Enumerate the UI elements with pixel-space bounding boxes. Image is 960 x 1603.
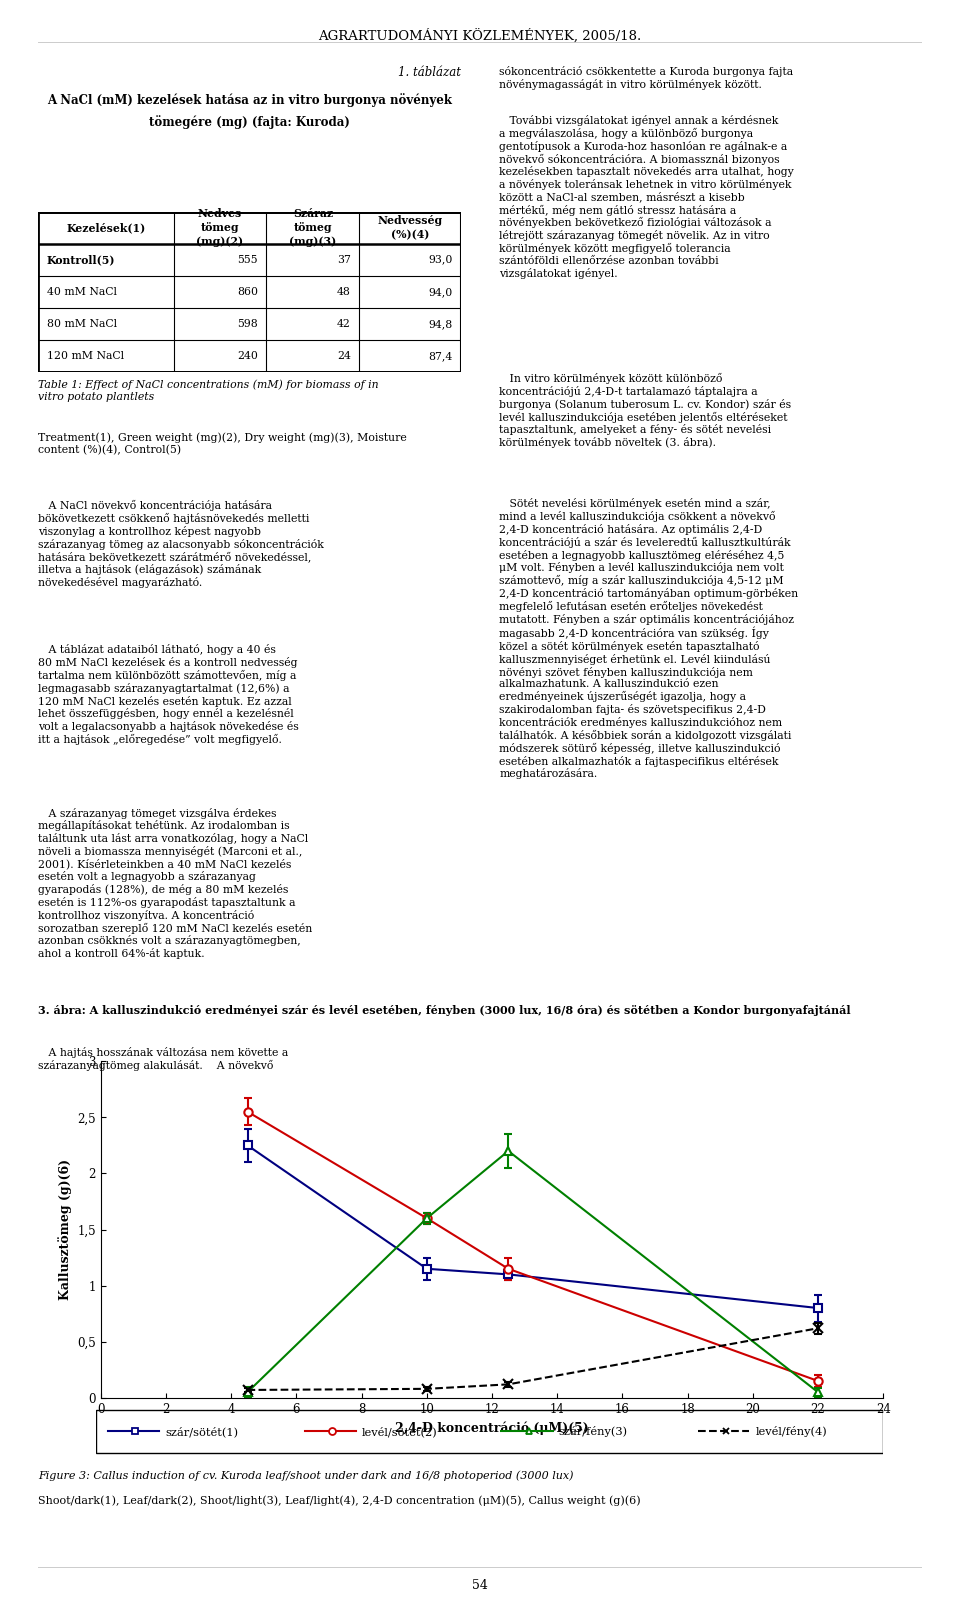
Text: AGRARTUDOMÁNYI KÖZLEMÉNYEK, 2005/18.: AGRARTUDOMÁNYI KÖZLEMÉNYEK, 2005/18. [319,29,641,43]
Text: A hajtás hosszának változása nem követte a
szárazanyagtömeg alakulását.    A növ: A hajtás hosszának változása nem követte… [38,1047,289,1071]
Text: Száraz
tömeg
(mg)(3): Száraz tömeg (mg)(3) [289,208,337,247]
Text: levél/fény(4): levél/fény(4) [756,1427,828,1436]
Text: Nedvesség
(%)(4): Nedvesség (%)(4) [377,215,443,240]
Text: 120 mM NaCl: 120 mM NaCl [47,351,124,361]
Text: Shoot/dark(1), Leaf/dark(2), Shoot/light(3), Leaf/light(4), 2,4-D concentration : Shoot/dark(1), Leaf/dark(2), Shoot/light… [38,1496,641,1507]
Text: tömegére (mg) (fajta: Kuroda): tömegére (mg) (fajta: Kuroda) [149,115,350,130]
Text: Table 1: Effect of NaCl concentrations (mM) for biomass of in
vitro potato plant: Table 1: Effect of NaCl concentrations (… [38,380,379,402]
Text: 3. ábra: A kalluszindukció eredményei szár és levél esetében, fényben (3000 lux,: 3. ábra: A kalluszindukció eredményei sz… [38,1005,851,1016]
Text: Kezelések(1): Kezelések(1) [66,223,146,232]
Text: 93,0: 93,0 [428,255,452,264]
Text: 1. táblázat: 1. táblázat [397,66,461,79]
Text: szár/fény(3): szár/fény(3) [559,1427,628,1436]
Text: További vizsgálatokat igényel annak a kérdésnek
a megválaszolása, hogy a különbö: További vizsgálatokat igényel annak a ké… [499,115,794,279]
Text: A táblázat adataiból látható, hogy a 40 és
80 mM NaCl kezelések és a kontroll ne: A táblázat adataiból látható, hogy a 40 … [38,644,300,745]
X-axis label: 2,4-D koncentráció (μM)(5): 2,4-D koncentráció (μM)(5) [396,1422,588,1435]
Text: 40 mM NaCl: 40 mM NaCl [47,287,117,297]
Text: Sötét nevelési körülmények esetén mind a szár,
mind a levél kalluszindukciója cs: Sötét nevelési körülmények esetén mind a… [499,499,799,779]
Y-axis label: Kallusztömeg (g)(6): Kallusztömeg (g)(6) [58,1159,72,1300]
Text: Kontroll(5): Kontroll(5) [47,255,115,264]
Text: szár/sötét(1): szár/sötét(1) [165,1427,238,1436]
Text: 37: 37 [337,255,351,264]
Text: 860: 860 [237,287,258,297]
Text: 598: 598 [237,319,258,329]
Text: Nedves
tömeg
(mg)(2): Nedves tömeg (mg)(2) [197,208,244,247]
Text: A NaCl (mM) kezelések hatása az in vitro burgonya növények: A NaCl (mM) kezelések hatása az in vitro… [47,93,452,107]
Text: 94,8: 94,8 [428,319,452,329]
Text: 42: 42 [337,319,351,329]
Text: 87,4: 87,4 [428,351,452,361]
Text: 80 mM NaCl: 80 mM NaCl [47,319,117,329]
Text: 54: 54 [472,1579,488,1592]
Text: A NaCl növekvő koncentrációja hatására
bökövetkezett csökkenő hajtásnövekedés me: A NaCl növekvő koncentrációja hatására b… [38,500,324,588]
Text: In vitro körülmények között különböző
koncentrációjú 2,4-D-t tartalamazó táptala: In vitro körülmények között különböző ko… [499,373,791,449]
Text: 24: 24 [337,351,351,361]
Text: 555: 555 [237,255,258,264]
Text: 94,0: 94,0 [428,287,452,297]
Text: Figure 3: Callus induction of cv. Kuroda leaf/shoot under dark and 16/8 photoper: Figure 3: Callus induction of cv. Kuroda… [38,1470,574,1481]
Text: 240: 240 [237,351,258,361]
Text: levél/sötét(2): levél/sötét(2) [362,1427,438,1436]
Text: sókoncentráció csökkentette a Kuroda burgonya fajta
növénymagasságát in vitro kö: sókoncentráció csökkentette a Kuroda bur… [499,66,793,90]
Text: 48: 48 [337,287,351,297]
Text: A szárazanyag tömeget vizsgálva érdekes
megállapításokat tehétünk. Az irodalomba: A szárazanyag tömeget vizsgálva érdekes … [38,808,313,959]
Text: Treatment(1), Green weight (mg)(2), Dry weight (mg)(3), Moisture
content (%)(4),: Treatment(1), Green weight (mg)(2), Dry … [38,433,407,455]
